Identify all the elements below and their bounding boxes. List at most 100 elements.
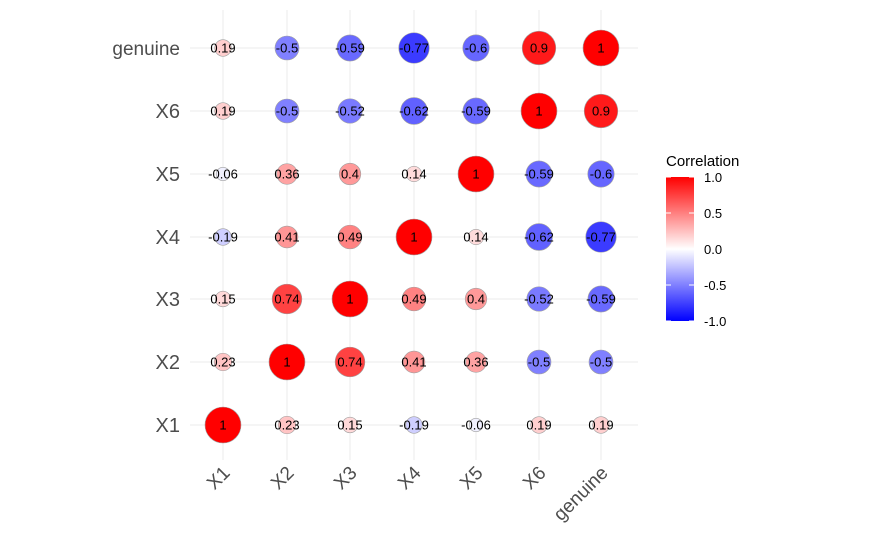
cell-X4-X2: 0.41 <box>401 350 427 374</box>
correlation-circle <box>468 417 484 433</box>
correlation-circle <box>462 34 490 62</box>
correlation-value-label: 1 <box>219 418 226 433</box>
correlation-circle <box>331 280 369 318</box>
correlation-value-label: -0.19 <box>208 230 238 245</box>
correlation-value-label: 0.74 <box>274 292 299 307</box>
correlation-circle <box>402 350 426 374</box>
correlation-value-label: -0.6 <box>590 167 612 182</box>
cell-X6-X2: -0.5 <box>526 349 552 375</box>
cell-X3-X3: 1 <box>331 280 369 318</box>
cell-X6-X5: -0.59 <box>524 160 554 188</box>
x-tick-label: X3 <box>330 463 361 494</box>
correlation-value-label: 1 <box>283 355 290 370</box>
y-tick-label: genuine <box>112 39 180 60</box>
correlation-circle <box>588 349 614 375</box>
cell-X1-X3: 0.15 <box>210 290 236 308</box>
correlation-value-label: -0.52 <box>524 292 554 307</box>
correlation-value-label: 0.4 <box>341 167 359 182</box>
cell-X4-X5: 0.14 <box>401 166 427 182</box>
correlation-circle <box>583 93 619 129</box>
correlation-value-label: -0.5 <box>276 104 298 119</box>
cell-X1-X1: 1 <box>204 406 242 444</box>
correlation-value-label: -0.77 <box>399 41 429 56</box>
correlation-value-label: -0.5 <box>528 355 550 370</box>
cell-X6-X1: 0.19 <box>526 416 552 434</box>
correlation-circle <box>464 287 488 311</box>
x-tick-label: genuine <box>550 463 613 526</box>
x-tick-label: X5 <box>456 463 487 494</box>
correlation-circle <box>337 98 363 124</box>
correlation-circle <box>338 162 362 186</box>
correlation-circle <box>214 228 232 246</box>
correlation-circle <box>214 102 232 120</box>
correlation-value-label: 0.9 <box>592 104 610 119</box>
legend-tick-label: 1.0 <box>704 170 722 185</box>
correlation-value-label: 0.74 <box>337 355 362 370</box>
cell-X2-X5: 0.36 <box>274 163 300 185</box>
cell-X2-X4: 0.41 <box>274 225 300 249</box>
legend-tick-label: 0.0 <box>704 242 722 257</box>
x-tick-label: X4 <box>394 462 426 494</box>
correlation-circle <box>398 32 430 64</box>
cell-X4-genuine: -0.77 <box>398 32 430 64</box>
cell-X4-X1: -0.19 <box>399 416 429 434</box>
y-tick-label: X4 <box>156 227 180 249</box>
correlation-value-label: -0.52 <box>335 104 365 119</box>
correlation-circle <box>274 35 300 61</box>
correlation-value-label: 0.15 <box>337 418 362 433</box>
correlation-value-label: 1 <box>410 230 417 245</box>
correlation-value-label: -0.77 <box>586 230 616 245</box>
cell-X5-X2: 0.36 <box>463 351 489 373</box>
x-tick-label: X2 <box>267 463 298 494</box>
correlation-circle <box>465 351 487 373</box>
cell-X5-X5: 1 <box>457 155 495 193</box>
correlation-circle <box>337 224 363 250</box>
cell-X6-X4: -0.62 <box>524 223 554 251</box>
correlation-circle <box>276 163 298 185</box>
cell-X6-genuine: 0.9 <box>521 30 557 66</box>
correlation-value-label: -0.19 <box>399 418 429 433</box>
correlation-value-label: -0.59 <box>461 104 491 119</box>
correlation-value-label: -0.59 <box>335 41 365 56</box>
cell-X2-X1: 0.23 <box>274 415 300 435</box>
cell-X5-X1: -0.06 <box>461 418 491 433</box>
correlation-circle <box>462 97 490 125</box>
cell-X1-X6: 0.19 <box>210 102 236 120</box>
correlation-cells: 1 0.23 0.15 -0.19 -0.06 0.19 0.190.23 1 0.74 0.41… <box>204 29 620 444</box>
correlation-value-label: 1 <box>346 292 353 307</box>
correlation-circle <box>526 349 552 375</box>
correlation-value-label: 0.41 <box>274 230 299 245</box>
correlation-value-label: 0.9 <box>530 41 548 56</box>
cell-X3-genuine: -0.59 <box>335 34 365 62</box>
correlation-value-label: -0.59 <box>586 292 616 307</box>
correlation-circle <box>215 166 231 182</box>
y-tick-label: X2 <box>156 352 180 374</box>
correlation-circle <box>271 283 303 315</box>
correlation-circle <box>400 97 428 125</box>
legend-title: Correlation <box>666 153 739 170</box>
correlation-circle <box>277 415 297 435</box>
correlation-value-label: 0.23 <box>274 418 299 433</box>
cell-X4-X3: 0.49 <box>401 286 427 312</box>
correlation-value-label: 1 <box>597 41 604 56</box>
correlation-value-label: -0.6 <box>465 41 487 56</box>
cell-X5-X6: -0.59 <box>461 97 491 125</box>
correlation-circle <box>468 229 484 245</box>
correlation-circle <box>395 218 433 256</box>
cell-X3-X2: 0.74 <box>334 346 366 378</box>
cell-genuine-X3: -0.59 <box>586 285 616 313</box>
correlation-circle <box>275 225 299 249</box>
correlation-circle <box>214 39 232 57</box>
correlation-circle <box>204 406 242 444</box>
correlation-value-label: 1 <box>472 167 479 182</box>
correlation-circle <box>520 92 558 130</box>
cell-X1-genuine: 0.19 <box>210 39 236 57</box>
correlation-value-label: 0.49 <box>337 230 362 245</box>
correlation-value-label: 0.49 <box>401 292 426 307</box>
correlation-value-label: 0.19 <box>588 418 613 433</box>
legend-tick-label: -0.5 <box>704 278 726 293</box>
cell-genuine-X6: 0.9 <box>583 93 619 129</box>
correlation-circle <box>592 416 610 434</box>
correlation-circle <box>526 286 552 312</box>
cell-X2-X6: -0.5 <box>274 98 300 124</box>
